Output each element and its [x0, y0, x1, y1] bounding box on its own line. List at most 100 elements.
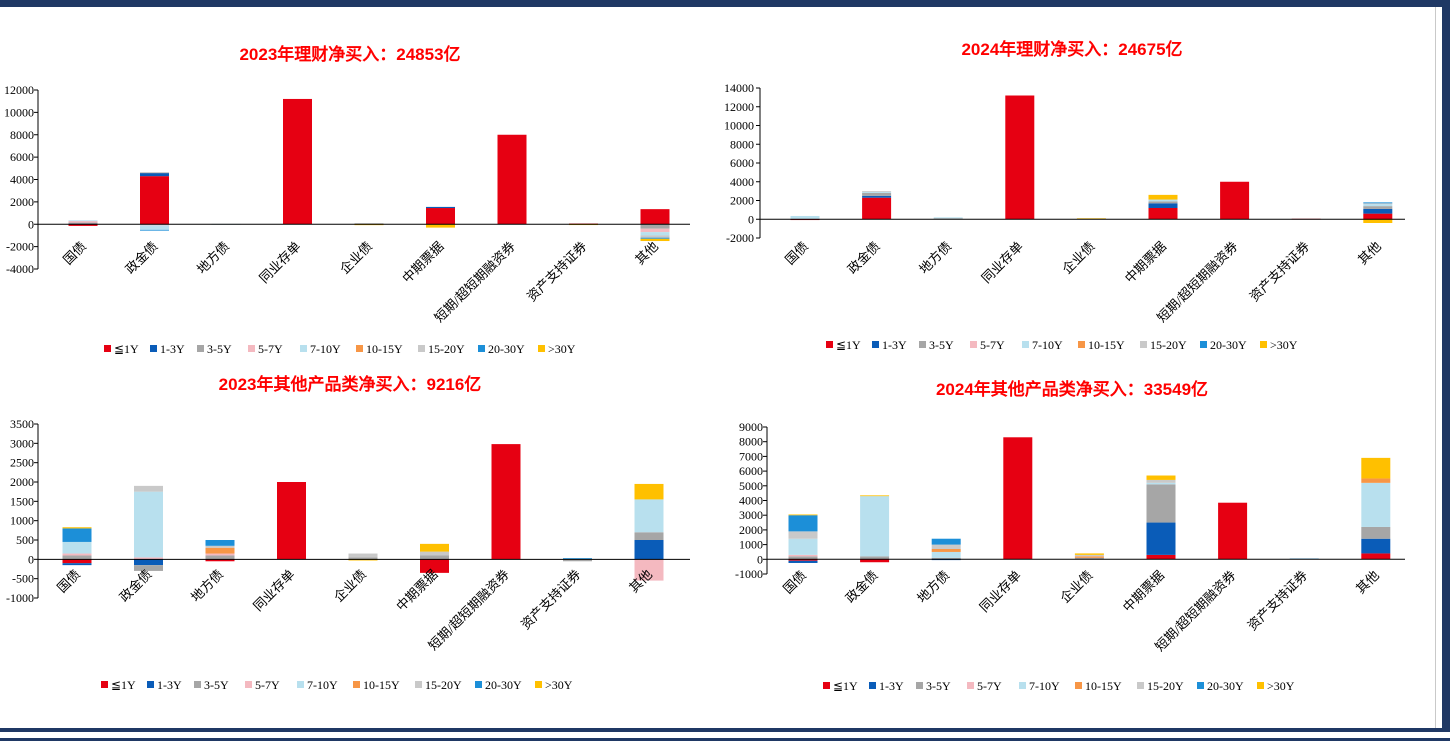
bar-segment — [563, 558, 592, 560]
bar-segment — [1146, 479, 1176, 483]
bar-segment — [563, 559, 592, 562]
x-category-label: 资产支持证券 — [1247, 239, 1313, 305]
bar-segment — [1361, 526, 1391, 539]
x-category-label: 其他 — [632, 239, 661, 268]
legend-label: 10-15Y — [1085, 679, 1122, 693]
legend-label: ≦1Y — [833, 679, 858, 693]
legend-label: 10-15Y — [363, 678, 400, 692]
bar-segment — [933, 217, 963, 219]
x-category-label: 同业存单 — [256, 239, 303, 286]
y-tick-label: 5000 — [739, 479, 763, 493]
y-tick-label: 1500 — [10, 494, 34, 508]
legend-label: 7-10Y — [1029, 679, 1060, 693]
bar-segment — [860, 559, 890, 563]
legend-swatch — [194, 681, 201, 688]
legend-label: 10-15Y — [366, 342, 403, 356]
bar-segment — [788, 554, 818, 557]
y-tick-label: 0 — [28, 552, 34, 566]
legend-swatch — [197, 345, 204, 352]
x-category-label: 国债 — [780, 568, 809, 597]
bar-segment — [634, 540, 664, 560]
bar-segment — [426, 208, 455, 225]
y-tick-label: 3000 — [10, 436, 34, 450]
bar-segment — [634, 499, 664, 533]
legend-label: 1-3Y — [160, 342, 185, 356]
bar-segment — [420, 543, 449, 552]
legend-swatch — [150, 345, 157, 352]
bar-segment — [205, 555, 235, 560]
bar-segment — [140, 176, 169, 225]
bar-segment — [134, 485, 163, 492]
charts-canvas: 2023年理财净买入：24853亿12000100008000600040002… — [4, 39, 1405, 693]
y-tick-label: 10000 — [4, 105, 34, 119]
legend-swatch — [248, 345, 255, 352]
bar-segment — [640, 209, 670, 225]
bar-segment — [1220, 181, 1250, 220]
legend-swatch — [101, 681, 108, 688]
bar-segment — [931, 538, 961, 545]
y-tick-label: -1000 — [6, 591, 34, 605]
bar-segment — [640, 238, 670, 242]
y-tick-label: 0 — [28, 217, 34, 231]
chart-title: 2024年理财净买入：24675亿 — [961, 39, 1182, 59]
bar-segment — [205, 547, 235, 554]
legend-swatch — [869, 682, 876, 689]
x-category-label: 短期/超短期融资券 — [431, 239, 518, 326]
bar-segment — [62, 528, 92, 542]
x-category-label: 短期/超短期融资券 — [425, 567, 512, 654]
bar-segment — [1074, 557, 1104, 560]
y-tick-label: -2000 — [726, 231, 754, 245]
bar-segment — [931, 544, 961, 550]
bar-segment — [1074, 556, 1104, 558]
x-category-label: 资产支持证券 — [524, 239, 590, 305]
y-tick-label: 2000 — [10, 475, 34, 489]
legend-swatch — [1075, 682, 1082, 689]
y-tick-label: -4000 — [6, 262, 34, 276]
frame-top-border — [0, 0, 1450, 7]
bar-segment — [1146, 554, 1176, 560]
bar-segment — [134, 565, 163, 571]
bar-segment — [931, 549, 961, 552]
x-category-label: 政金债 — [116, 567, 154, 605]
bar-segment — [68, 222, 98, 224]
bar-segment — [640, 235, 670, 238]
legend-swatch — [353, 681, 360, 688]
y-tick-label: 4000 — [10, 173, 34, 187]
legend-label: 3-5Y — [929, 338, 954, 352]
bar-segment — [497, 134, 527, 225]
bar-segment — [140, 225, 169, 230]
x-category-label: 短期/超短期融资券 — [1152, 568, 1239, 655]
legend-label: 20-30Y — [1210, 338, 1247, 352]
bar-segment — [1148, 208, 1178, 220]
chart-3: 2023年其他产品类净买入：9216亿 3500 3000 2500 2000 1500 1… — [6, 374, 690, 692]
bar-segment — [1363, 206, 1393, 209]
legend-swatch — [300, 345, 307, 352]
legend-swatch — [1137, 682, 1144, 689]
bar-segment — [426, 206, 455, 209]
legend-label: 5-7Y — [258, 342, 283, 356]
x-category-label: 中期票据 — [1120, 568, 1167, 615]
y-tick-label: 1000 — [739, 538, 763, 552]
bar-segment — [1361, 553, 1391, 560]
legend-label: 10-15Y — [1088, 338, 1125, 352]
bar-segment — [62, 527, 92, 529]
legend-label: 3-5Y — [204, 678, 229, 692]
legend-label: 15-20Y — [1150, 338, 1187, 352]
bar-segment — [62, 553, 92, 556]
bar-segment — [277, 482, 306, 560]
y-tick-label: 4000 — [739, 494, 763, 508]
bar-segment — [634, 559, 664, 581]
bar-segment — [140, 224, 169, 226]
bar-segment — [205, 553, 235, 556]
bar-segment — [1074, 553, 1104, 555]
x-category-label: 政金债 — [843, 568, 881, 606]
chart-1: 2023年理财净买入：24853亿 12000 10000 8000 6000 4000 2… — [4, 44, 690, 356]
legend-swatch — [535, 681, 542, 688]
y-tick-label: 0 — [748, 212, 754, 226]
y-tick-label: 8000 — [730, 137, 754, 151]
bar-segment — [1074, 554, 1104, 557]
bar-segment — [788, 515, 818, 532]
bar-segment — [1148, 201, 1178, 204]
bar-segment — [140, 172, 169, 177]
legend-swatch — [1022, 341, 1029, 348]
